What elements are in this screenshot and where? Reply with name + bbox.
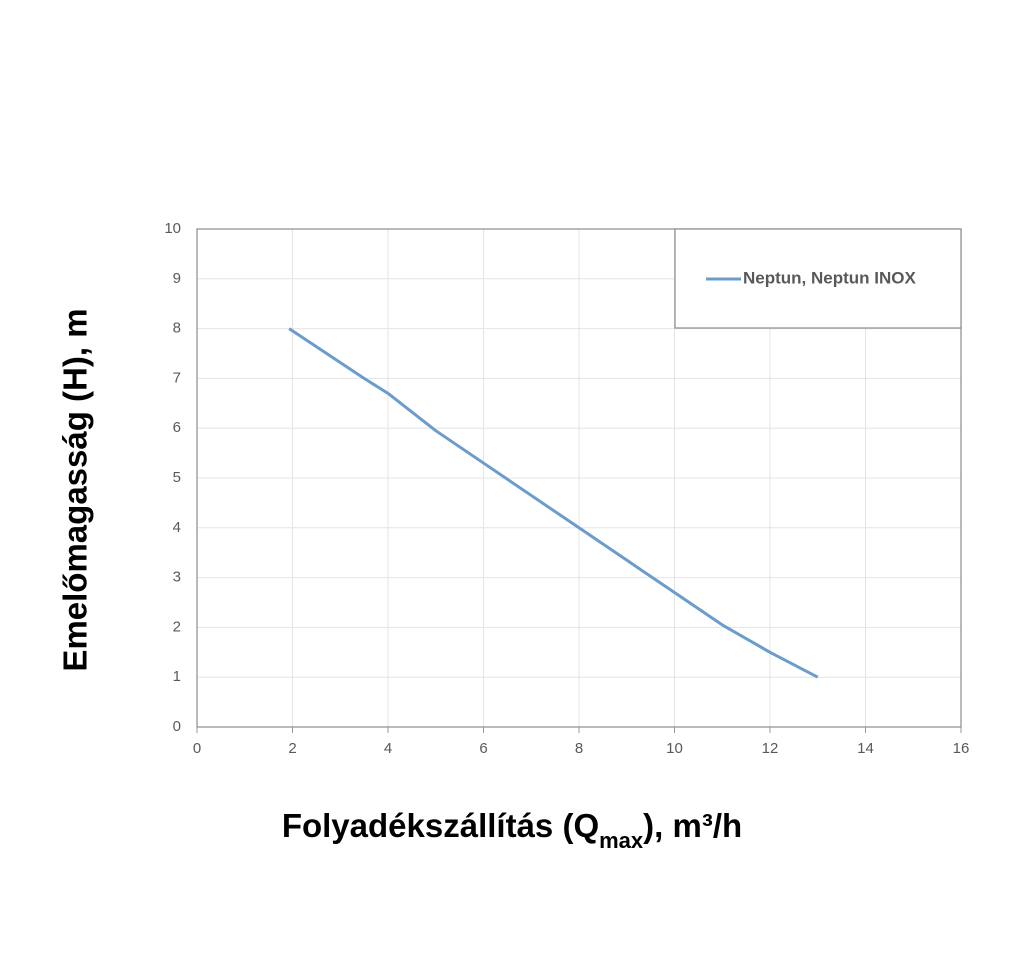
plot-border bbox=[196, 228, 962, 728]
x-tick-label: 16 bbox=[953, 740, 970, 757]
x-tick-label: 6 bbox=[479, 740, 487, 757]
x-tick-label: 0 bbox=[193, 740, 201, 757]
y-tick-label: 5 bbox=[173, 469, 181, 486]
y-tick-label: 4 bbox=[173, 519, 181, 536]
y-tick-label: 9 bbox=[173, 270, 181, 287]
legend-label: Neptun, Neptun INOX bbox=[743, 268, 916, 287]
y-tick-label: 6 bbox=[173, 419, 181, 436]
x-tick-label: 14 bbox=[857, 740, 874, 757]
x-tick-label: 12 bbox=[762, 740, 779, 757]
y-tick-label: 2 bbox=[173, 618, 181, 635]
y-tick-label: 0 bbox=[173, 718, 181, 735]
y-axis-title: Emelőmagasság (H), m bbox=[57, 308, 94, 671]
y-tick-label: 3 bbox=[173, 569, 181, 586]
x-axis-title-main: Folyadékszállítás (Q bbox=[282, 807, 599, 844]
y-tick-label: 1 bbox=[173, 668, 181, 685]
x-axis-title-end: ), m³/h bbox=[643, 807, 742, 844]
y-tick-label: 8 bbox=[173, 320, 181, 337]
data-line bbox=[288, 327, 819, 679]
x-tick-label: 8 bbox=[575, 740, 583, 757]
x-axis-title: Folyadékszállítás (Qmax), m³/h bbox=[282, 807, 742, 853]
x-axis-title-sub: max bbox=[599, 828, 644, 853]
x-tick-label: 4 bbox=[384, 740, 392, 757]
y-tick-label: 10 bbox=[164, 220, 181, 237]
x-tick-label: 2 bbox=[288, 740, 296, 757]
y-tick-label: 7 bbox=[173, 369, 181, 386]
x-tick-label: 10 bbox=[666, 740, 683, 757]
